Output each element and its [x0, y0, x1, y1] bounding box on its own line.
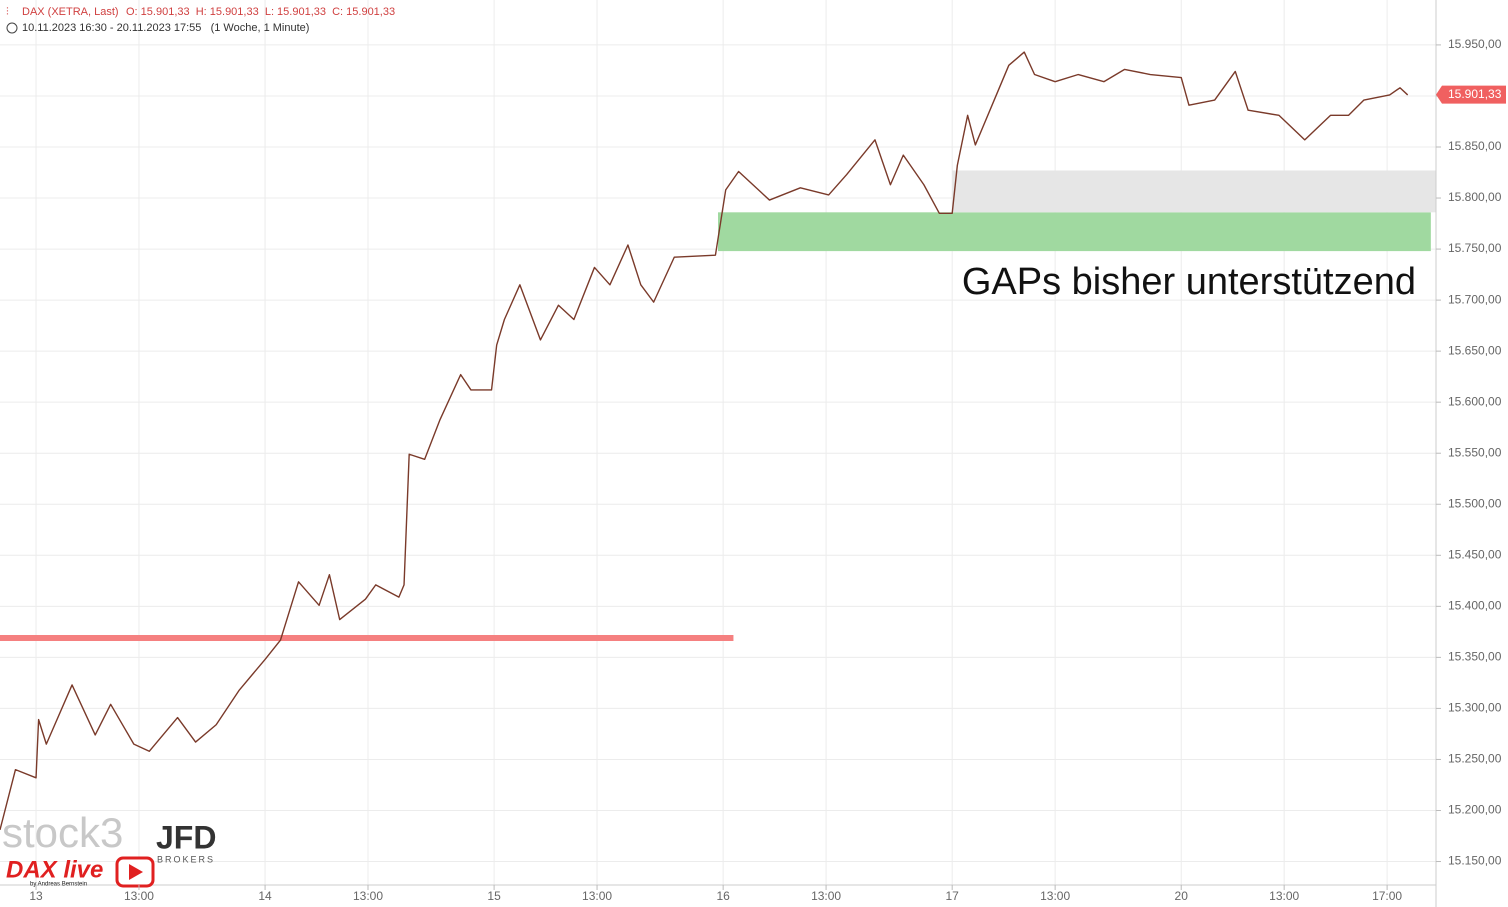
- x-tick-label: 13:00: [1269, 889, 1299, 903]
- clock-icon: [6, 22, 18, 34]
- price-line: [0, 51, 1409, 831]
- x-tick-label: 15: [487, 889, 501, 903]
- logo-stock: stock3: [2, 809, 123, 856]
- y-tick-label: 15.650,00: [1448, 343, 1502, 357]
- header: ⫶ DAX (XETRA, Last) O: 15.901,33 H: 15.9…: [6, 6, 395, 34]
- x-tick-label: 13:00: [582, 889, 612, 903]
- annotation: GAPs bisher unterstützend: [962, 261, 1416, 303]
- x-tick-label: 13:00: [811, 889, 841, 903]
- y-tick-label: 15.400,00: [1448, 599, 1502, 613]
- y-tick-label: 15.850,00: [1448, 139, 1502, 153]
- x-tick-label: 17:00: [1372, 889, 1402, 903]
- x-tick-label: 13: [29, 889, 43, 903]
- x-tick-label: 17: [946, 889, 960, 903]
- y-tick-label: 15.450,00: [1448, 547, 1502, 561]
- series-name: DAX (XETRA, Last): [22, 6, 119, 18]
- play-icon: [129, 864, 143, 880]
- logo-show: DAX live: [6, 856, 103, 883]
- y-tick-label: 15.200,00: [1448, 803, 1502, 817]
- y-tick-label: 15.750,00: [1448, 241, 1502, 255]
- y-tick-label: 15.550,00: [1448, 445, 1502, 459]
- y-tick-label: 15.800,00: [1448, 190, 1502, 204]
- grid: [0, 0, 1436, 885]
- y-tick-label: 15.950,00: [1448, 37, 1502, 51]
- plot: [0, 51, 1409, 831]
- x-tick-label: 13:00: [124, 889, 154, 903]
- y-tick-label: 15.250,00: [1448, 752, 1502, 766]
- gap-zone: [718, 212, 1431, 252]
- x-tick-label: 20: [1175, 889, 1189, 903]
- x-tick-label: 13:00: [1040, 889, 1070, 903]
- gap-zone: [952, 170, 1436, 213]
- y-tick-label: 15.350,00: [1448, 650, 1502, 664]
- date-range: 10.11.2023 16:30 - 20.11.2023 17:55 (1 W…: [22, 22, 309, 34]
- logo-author: by Andreas Bernstein: [30, 882, 87, 888]
- header-icon: ⫶: [6, 6, 9, 18]
- shapes: [0, 170, 1436, 641]
- logo-broker: JFD: [156, 819, 216, 855]
- x-tick-label: 13:00: [353, 889, 383, 903]
- last-price-label: 15.901,33: [1448, 87, 1502, 101]
- y-tick-label: 15.300,00: [1448, 701, 1502, 715]
- y-tick-label: 15.150,00: [1448, 854, 1502, 868]
- last-price-marker: [1436, 85, 1506, 104]
- y-tick-label: 15.500,00: [1448, 496, 1502, 510]
- ohlc: O: 15.901,33 H: 15.901,33 L: 15.901,33 C…: [126, 6, 395, 18]
- logos: stock3 JFD BROKERS DAX live by Andreas B…: [2, 809, 216, 887]
- y-tick-label: 15.600,00: [1448, 394, 1502, 408]
- x-tick-label: 14: [258, 889, 272, 903]
- logo-broker-sub: BROKERS: [157, 854, 215, 864]
- y-tick-label: 15.700,00: [1448, 292, 1502, 306]
- x-tick-label: 16: [716, 889, 730, 903]
